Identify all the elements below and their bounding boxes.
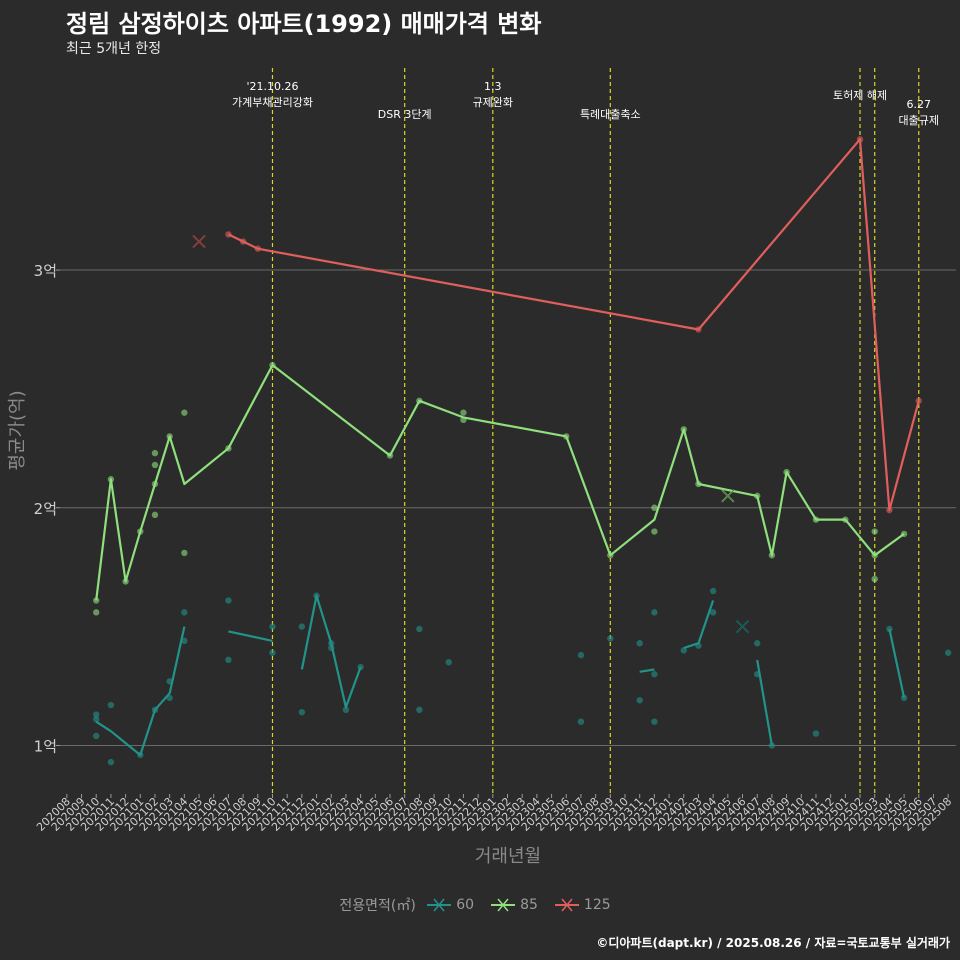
data-point [651, 528, 658, 535]
event-label: DSR 3단계 [378, 108, 432, 121]
data-point [871, 575, 878, 583]
data-point [151, 449, 159, 457]
series-layer [93, 136, 952, 766]
event-label: '21.10.26 가계부채관리강화 [232, 80, 313, 109]
series-60 [93, 587, 952, 766]
series-line [227, 138, 920, 512]
event-label: 6.27 대출규제 [899, 98, 939, 127]
data-point [225, 656, 232, 664]
data-point [651, 609, 658, 616]
data-point [269, 623, 276, 630]
data-point [181, 637, 188, 645]
series-line [95, 364, 905, 601]
series-line [95, 626, 186, 757]
series-85 [93, 361, 908, 616]
data-point [269, 649, 276, 656]
data-point [107, 758, 115, 766]
legend: 전용면적(㎡) 60 85 125 [0, 895, 960, 915]
chart-subtitle: 최근 5개년 한정 [66, 41, 162, 57]
event-label: 1.3 규제완화 [473, 80, 513, 109]
chart-title: 정림 삼정하이츠 아파트(1992) 매매가격 변화 [66, 10, 542, 38]
data-point [680, 647, 687, 654]
legend-key-60 [427, 898, 452, 912]
series-line [888, 628, 906, 699]
data-point [107, 701, 115, 709]
series-line [683, 600, 715, 650]
event-label: 토허제 해제 [833, 88, 887, 102]
series-line [639, 668, 655, 673]
data-point [577, 651, 585, 659]
grid-lines [60, 269, 956, 746]
data-point [754, 640, 761, 647]
legend-label-125: 125 [583, 897, 611, 913]
x-axis-title: 거래년월 [475, 846, 541, 867]
data-point [915, 397, 922, 404]
data-point [93, 732, 100, 740]
cross-marker-outline [192, 235, 206, 248]
data-point [298, 623, 306, 630]
series-line [756, 659, 773, 746]
series-line [228, 630, 273, 642]
data-point [181, 409, 188, 416]
data-point [812, 730, 820, 737]
cross-marker-outline [721, 489, 735, 503]
data-point [181, 609, 188, 616]
data-point [709, 609, 717, 616]
source-caption: ©디아파트(dapt.kr) / 2025.08.26 / 자료=국토교통부 실… [596, 936, 950, 950]
data-point [900, 694, 908, 702]
legend-key-85 [491, 898, 516, 912]
data-point [871, 528, 878, 535]
data-point [93, 716, 100, 723]
cross-marker-outline [736, 620, 749, 633]
data-point [944, 649, 952, 656]
data-point [151, 511, 159, 519]
data-point [181, 549, 188, 557]
data-point [298, 708, 306, 716]
y-tick-label: 2억 [34, 500, 57, 518]
legend-label-85: 85 [520, 897, 538, 913]
data-point [93, 711, 100, 718]
data-point [607, 635, 614, 642]
series-line [300, 594, 362, 709]
data-point [460, 409, 467, 416]
data-point [651, 718, 658, 725]
data-point [225, 597, 232, 604]
data-point [445, 659, 452, 666]
data-point [416, 706, 423, 714]
data-point [636, 697, 643, 704]
data-point [342, 706, 350, 714]
data-point [651, 670, 658, 678]
data-point [416, 625, 423, 633]
y-axis-title: 평균가(억) [7, 390, 28, 470]
y-tick-label: 3억 [34, 262, 57, 280]
data-point [151, 461, 159, 469]
data-point [93, 609, 100, 616]
legend-key-125 [554, 898, 579, 912]
data-point [636, 640, 643, 647]
series-125 [192, 136, 922, 514]
legend-title: 전용면적(㎡) [339, 898, 416, 914]
data-point [709, 587, 717, 595]
data-point [577, 718, 585, 725]
legend-label-60: 60 [456, 897, 475, 913]
y-tick-label: 1억 [34, 737, 57, 755]
event-label: 특례대출축소 [580, 108, 641, 121]
data-point [886, 625, 893, 633]
axis-layer: 1억2억3억2020082020092020102020112020122021… [7, 262, 954, 867]
data-point [651, 504, 658, 511]
